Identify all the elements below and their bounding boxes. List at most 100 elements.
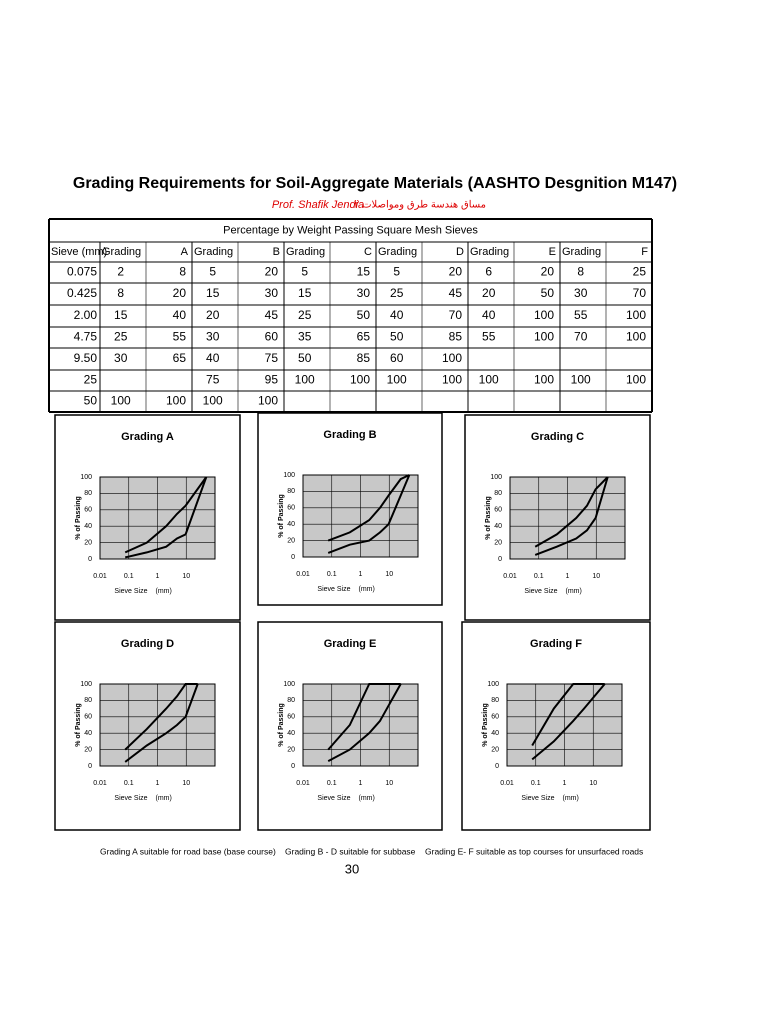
sieve-size: 0.425	[67, 286, 97, 300]
y-tick-label: 0	[498, 556, 502, 563]
grading-limit-line	[327, 474, 410, 542]
chart-title: Grading D	[121, 638, 174, 650]
table-cell: 25	[298, 308, 312, 322]
y-tick-label: 0	[88, 763, 92, 770]
table-cell: 30	[206, 330, 220, 344]
table-cell: 25	[114, 330, 128, 344]
table-header: D	[456, 246, 464, 258]
y-tick-label: 40	[287, 730, 295, 737]
table-header: Grading	[378, 246, 417, 258]
table-cell: 25	[390, 286, 404, 300]
sieve-size: 0.075	[67, 265, 97, 279]
table-header: Grading	[286, 246, 325, 258]
x-tick-label: 10	[385, 780, 393, 787]
grading-limit-line	[124, 683, 198, 751]
grading-limit-line	[327, 683, 402, 762]
y-tick-label: 60	[84, 507, 92, 514]
note: Grading E- F suitable as top courses for…	[425, 846, 643, 856]
y-tick-label: 40	[84, 730, 92, 737]
table-cell: 2	[117, 265, 124, 279]
table-cell: 50	[541, 286, 555, 300]
y-tick-label: 80	[287, 697, 295, 704]
table-cell: 55	[482, 330, 496, 344]
table-cell: 30	[357, 286, 371, 300]
table-cell: 50	[357, 308, 371, 322]
x-tick-label: 0.1	[531, 780, 541, 787]
table-cell: 55	[574, 308, 588, 322]
x-tick-label: 10	[182, 780, 190, 787]
x-tick-label: 1	[563, 780, 567, 787]
x-tick-label: 1	[156, 573, 160, 580]
table-cell: 20	[265, 265, 279, 279]
y-axis-label: % of Passing	[75, 703, 82, 747]
table-cell: 100	[479, 373, 499, 387]
table-cell: 5	[393, 265, 400, 279]
grading-limit-line	[124, 476, 208, 559]
table-cell: 100	[111, 394, 131, 408]
table-cell: 5	[209, 265, 216, 279]
y-tick-label: 60	[491, 714, 499, 721]
table-cell: 70	[449, 308, 463, 322]
table-cell: 45	[265, 308, 279, 322]
table-cell: 75	[206, 373, 220, 387]
x-tick-label: 0.01	[296, 571, 310, 578]
table-header: Grading	[194, 246, 233, 258]
table-cell: 20	[541, 265, 555, 279]
grading-limit-line	[327, 683, 401, 751]
x-tick-label: 0.1	[534, 573, 544, 580]
x-tick-label: 1	[359, 780, 363, 787]
y-tick-label: 0	[291, 763, 295, 770]
chart-title: Grading A	[121, 431, 174, 443]
table-header: A	[181, 246, 189, 258]
table-cell: 65	[173, 351, 187, 365]
grading-limit-line	[124, 683, 199, 763]
course: مساق هندسة طرق ومواصلات ٢	[354, 200, 486, 211]
y-tick-label: 20	[491, 746, 499, 753]
table-cell: 100	[571, 373, 591, 387]
table-cell: 100	[534, 330, 554, 344]
y-tick-label: 60	[84, 714, 92, 721]
table-cell: 55	[173, 330, 187, 344]
table-cell: 30	[265, 286, 279, 300]
x-axis-label: Sieve Size	[317, 795, 350, 802]
table-cell: 85	[449, 330, 463, 344]
y-axis-label: % of Passing	[278, 703, 285, 747]
sieve-size: 50	[84, 394, 98, 408]
y-tick-label: 20	[84, 539, 92, 546]
table-cell: 100	[387, 373, 407, 387]
table-cell: 45	[449, 286, 463, 300]
table-cell: 70	[574, 330, 588, 344]
grading-limit-line	[327, 474, 411, 554]
y-tick-label: 60	[494, 507, 502, 514]
table-cell: 50	[298, 351, 312, 365]
table-cell: 60	[265, 330, 279, 344]
x-tick-label: 1	[156, 780, 160, 787]
table-cell: 30	[114, 351, 128, 365]
table-cell: 35	[298, 330, 312, 344]
y-tick-label: 80	[84, 490, 92, 497]
x-axis-unit: (mm)	[156, 588, 172, 595]
x-axis-label: Sieve Size	[114, 588, 147, 595]
table-cell: 8	[117, 286, 124, 300]
table-caption: Percentage by Weight Passing Square Mesh…	[223, 224, 478, 236]
table-cell: 20	[482, 286, 496, 300]
table-cell: 8	[179, 265, 186, 279]
table-cell: 100	[258, 394, 278, 408]
y-tick-label: 0	[88, 556, 92, 563]
y-tick-label: 40	[84, 523, 92, 530]
x-tick-label: 10	[385, 571, 393, 578]
y-tick-label: 0	[495, 763, 499, 770]
y-tick-label: 60	[287, 714, 295, 721]
x-tick-label: 0.01	[503, 573, 517, 580]
y-tick-label: 100	[80, 474, 92, 481]
table-cell: 5	[301, 265, 308, 279]
table-cell: 70	[633, 286, 647, 300]
table-header: F	[641, 246, 648, 258]
table-cell: 100	[534, 373, 554, 387]
table-cell: 15	[114, 308, 128, 322]
y-tick-label: 60	[287, 505, 295, 512]
x-axis-label: Sieve Size	[524, 588, 557, 595]
table-header: C	[364, 246, 372, 258]
table-cell: 25	[633, 265, 647, 279]
chart-title: Grading F	[530, 638, 582, 650]
